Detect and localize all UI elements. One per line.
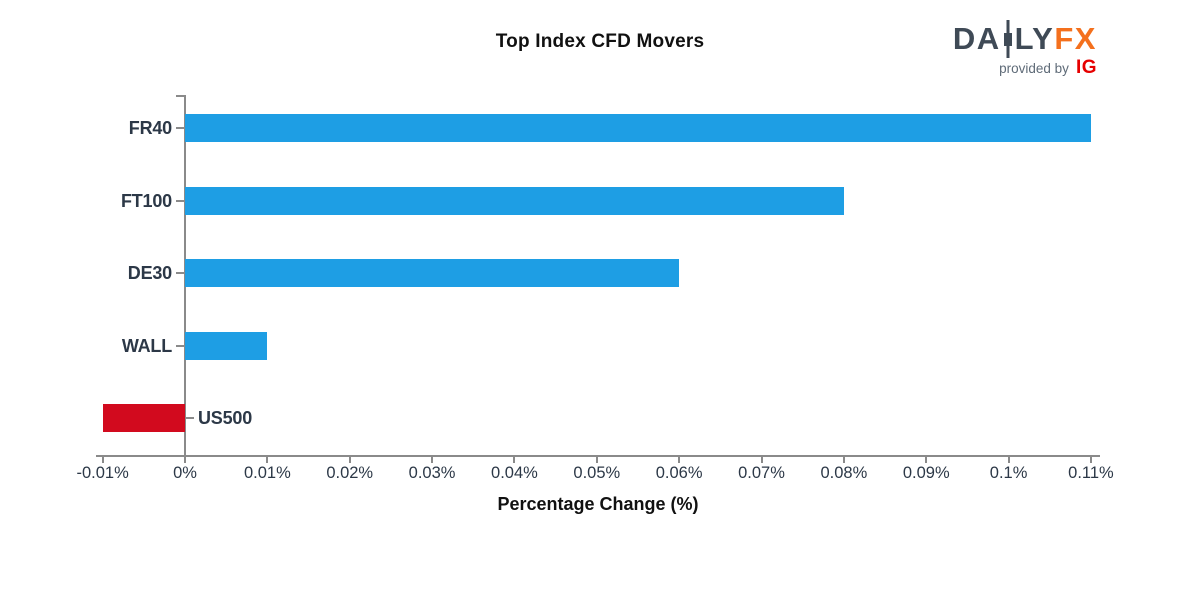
- x-tick-label-0%: 0%: [173, 464, 197, 482]
- x-tick-label-0.08%: 0.08%: [820, 464, 868, 482]
- category-tick-fr40: [176, 127, 184, 129]
- x-tick-label-0.01%: 0.01%: [243, 464, 291, 482]
- x-tick-label-0.07%: 0.07%: [738, 464, 785, 482]
- ig-logo: IG: [1075, 57, 1097, 78]
- x-tick-0.11%: [1089, 455, 1092, 463]
- x-axis-title: Percentage Change (%): [497, 494, 699, 514]
- x-tick-0.09%: [925, 455, 928, 463]
- category-tick-de30: [176, 272, 184, 274]
- provided-by-row: provided by IG: [953, 57, 1097, 79]
- x-tick-label-0.1%: 0.1%: [989, 464, 1028, 482]
- candlestick-icon: [1003, 20, 1012, 58]
- category-label-de30: DE30: [127, 263, 172, 283]
- x-tick--0.01%: [101, 455, 104, 463]
- bar-de30: [185, 259, 680, 287]
- x-tick-0.04%: [513, 455, 516, 463]
- x-tick-0.03%: [431, 455, 434, 463]
- x-axis-line: [96, 455, 1100, 457]
- y-axis-top-tick: [176, 95, 184, 97]
- x-tick-label--0.01%: -0.01%: [76, 464, 129, 482]
- provided-by-label: provided by: [999, 60, 1069, 76]
- x-tick-0.06%: [678, 455, 681, 463]
- category-label-ft100: FT100: [120, 190, 172, 211]
- x-tick-0.05%: [595, 455, 598, 463]
- logo-text-fx: FX: [1054, 21, 1097, 56]
- x-tick-label-0.09%: 0.09%: [902, 464, 950, 482]
- x-tick-0%: [184, 455, 186, 463]
- category-tick-wall: [176, 344, 184, 347]
- logo-text-da: DA: [952, 21, 1001, 56]
- x-tick-label-0.05%: 0.05%: [573, 464, 621, 482]
- bar-wall: [185, 331, 268, 360]
- x-tick-0.1%: [1007, 455, 1010, 463]
- dailyfx-wordmark: DA LY FX: [952, 20, 1097, 58]
- bar-ft100: [185, 186, 844, 215]
- chart-title: Top Index CFD Movers: [495, 31, 705, 52]
- dailyfx-logo: DA LY FX provided by IG: [952, 20, 1097, 79]
- category-tick-us500: [186, 417, 194, 419]
- x-tick-label-0.03%: 0.03%: [408, 464, 456, 482]
- x-tick-0.02%: [348, 455, 351, 463]
- x-tick-0.08%: [842, 455, 845, 463]
- category-label-us500: US500: [198, 408, 253, 428]
- x-tick-0.07%: [760, 455, 763, 463]
- bar-us500: [102, 404, 185, 432]
- x-tick-0.01%: [266, 455, 269, 463]
- category-label-fr40: FR40: [128, 118, 172, 138]
- category-label-wall: WALL: [121, 335, 172, 356]
- x-tick-label-0.11%: 0.11%: [1068, 464, 1114, 482]
- logo-text-ly: LY: [1014, 21, 1055, 56]
- x-tick-label-0.06%: 0.06%: [655, 464, 703, 482]
- x-tick-label-0.04%: 0.04%: [491, 464, 538, 482]
- x-tick-label-0.02%: 0.02%: [326, 464, 374, 482]
- bar-fr40: [185, 114, 1091, 142]
- category-tick-ft100: [176, 199, 184, 202]
